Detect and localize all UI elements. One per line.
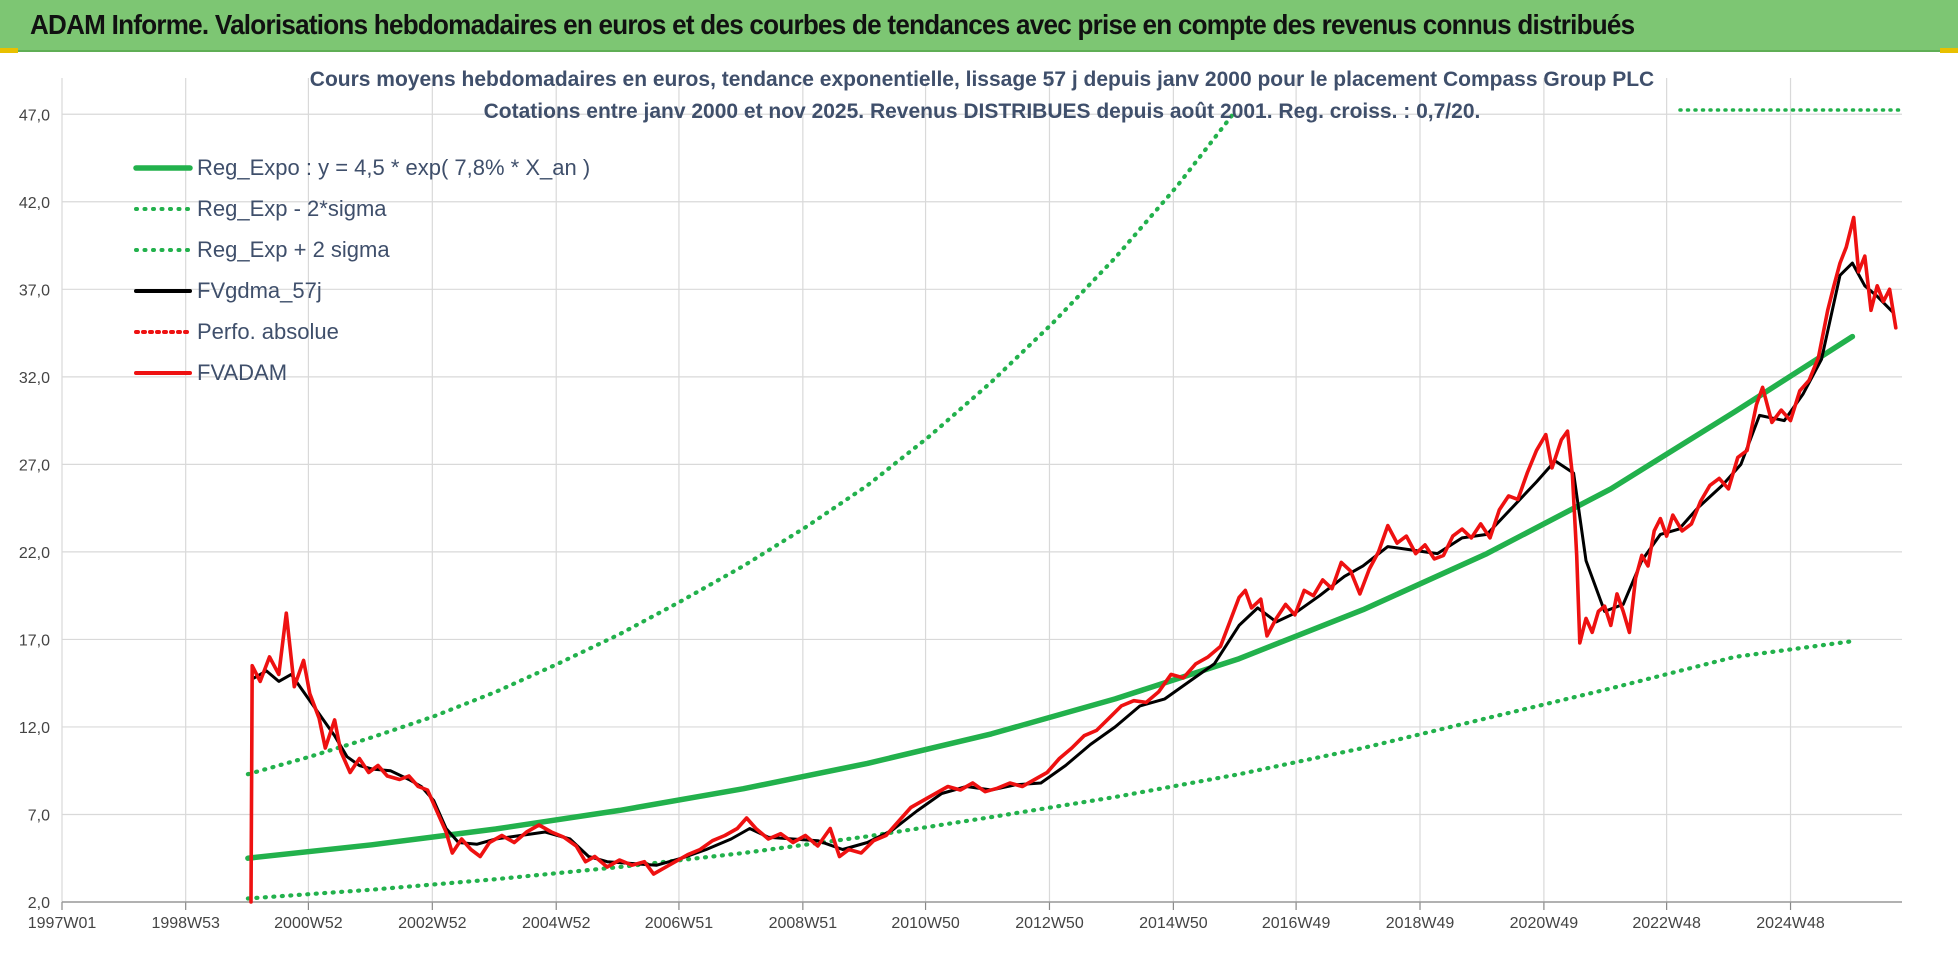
y-tick-label: 22,0 <box>19 545 50 562</box>
x-tick-label: 2006W51 <box>645 915 714 932</box>
y-tick-label: 17,0 <box>19 632 50 649</box>
y-tick-label: 37,0 <box>19 282 50 299</box>
y-tick-label: 32,0 <box>19 370 50 387</box>
x-tick-label: 2008W51 <box>769 915 838 932</box>
corner-accent-right <box>1940 48 1958 53</box>
x-tick-label: 2014W50 <box>1139 915 1208 932</box>
legend-label: Reg_Expo : y = 4,5 * exp( 7,8% * X_an ) <box>197 155 590 180</box>
legend-label: Reg_Exp + 2 sigma <box>197 237 390 262</box>
data-series <box>245 112 1898 904</box>
chart-subtitle: Cotations entre janv 2000 et nov 2025. R… <box>484 100 1481 123</box>
legend: Reg_Expo : y = 4,5 * exp( 7,8% * X_an ) R… <box>133 155 590 385</box>
legend-label: Reg_Exp - 2*sigma <box>197 196 387 221</box>
chart-title: Cours moyens hebdomadaires en euros, ten… <box>310 68 1654 91</box>
corner-accent-left <box>0 48 18 53</box>
lower-sigma-line <box>245 639 1855 901</box>
grid-lines <box>61 78 1902 910</box>
x-tick-label: 2010W50 <box>891 915 960 932</box>
y-tick-label: 27,0 <box>19 457 50 474</box>
upper-sigma-line <box>245 112 1235 777</box>
y-tick-label: 7,0 <box>28 807 50 824</box>
x-tick-label: 1997W01 <box>28 915 97 932</box>
x-tick-label: 2000W52 <box>274 915 343 932</box>
y-tick-label: 2,0 <box>28 895 50 912</box>
x-tick-label: 2012W50 <box>1015 915 1084 932</box>
y-axis-tick-labels: 2,0 7,0 12,0 17,0 22,0 27,0 32,0 37,0 42,0 47,0 <box>19 107 50 912</box>
x-tick-label: 2024W48 <box>1756 915 1825 932</box>
price-chart: 2,0 7,0 12,0 17,0 22,0 27,0 32,0 37,0 42,0 47,0 1… <box>19 68 1902 932</box>
x-tick-label: 2002W52 <box>398 915 467 932</box>
x-tick-label: 2020W49 <box>1510 915 1579 932</box>
legend-label: FVgdma_57j <box>197 278 322 303</box>
x-tick-label: 2018W49 <box>1386 915 1455 932</box>
x-tick-label: 1998W53 <box>151 915 220 932</box>
legend-label: Perfo. absolue <box>197 319 339 344</box>
x-axis-tick-labels: 1997W01 1998W53 2000W52 2002W52 2004W52 2006W… <box>28 915 1825 932</box>
x-tick-label: 2022W48 <box>1632 915 1701 932</box>
fvadam-line <box>249 215 1898 904</box>
x-tick-label: 2004W52 <box>522 915 591 932</box>
y-tick-label: 47,0 <box>19 107 50 124</box>
y-tick-label: 42,0 <box>19 195 50 212</box>
legend-label: FVADAM <box>197 360 287 385</box>
x-tick-label: 2016W49 <box>1262 915 1331 932</box>
report-title: ADAM Informe. Valorisations hebdomadaire… <box>30 9 1635 40</box>
report-banner: ADAM Informe. Valorisations hebdomadaire… <box>0 0 1958 52</box>
y-tick-label: 12,0 <box>19 720 50 737</box>
regression-line <box>245 333 1856 861</box>
